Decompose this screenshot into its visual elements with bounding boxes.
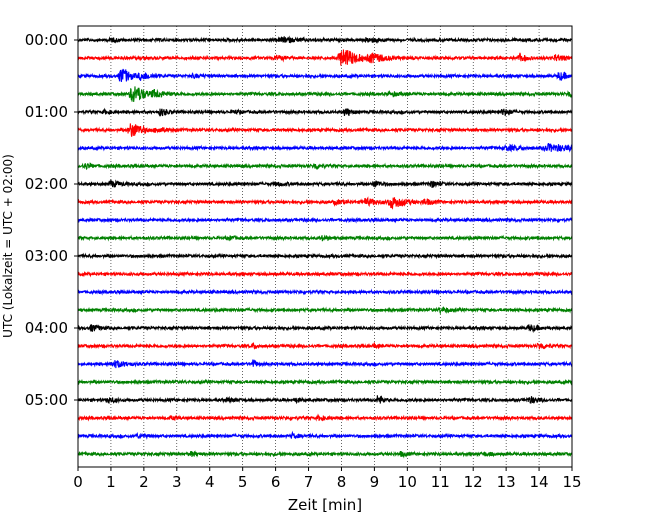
y-tick-label: 00:00 (25, 31, 68, 49)
seismic-trace (77, 306, 573, 316)
y-tick-label: 03:00 (25, 247, 68, 265)
x-tick-label: 9 (370, 473, 380, 491)
y-tick-label: 01:00 (25, 103, 68, 121)
seismic-trace (77, 450, 573, 459)
seismic-trace (77, 270, 573, 278)
seismic-trace (77, 234, 573, 242)
x-tick-label: 2 (139, 473, 149, 491)
x-axis-ticks: 0 1 2 3 4 5 6 7 8 9 10 11 12 13 14 15 (73, 467, 582, 491)
seismic-trace (77, 35, 573, 44)
seismic-trace (77, 288, 573, 296)
x-tick-label: 5 (238, 473, 248, 491)
x-tick-label: 13 (497, 473, 516, 491)
x-tick-label: 3 (172, 473, 182, 491)
seismic-trace (77, 196, 573, 210)
seismic-trace (77, 86, 573, 102)
seismic-trace (77, 68, 573, 83)
seismic-trace (77, 252, 573, 260)
seismic-trace (77, 413, 573, 422)
seismic-trace (77, 430, 573, 440)
x-tick-label: 11 (431, 473, 450, 491)
x-tick-label: 0 (73, 473, 83, 491)
seismic-trace (77, 107, 573, 117)
x-tick-label: 7 (304, 473, 314, 491)
x-tick-label: 10 (398, 473, 417, 491)
seismic-trace (77, 395, 573, 405)
y-axis-label: UTC (Lokalzeit = UTC + 02:00) (1, 154, 15, 338)
seismic-trace (77, 341, 573, 350)
seismic-trace (77, 143, 573, 153)
x-tick-label: 8 (337, 473, 347, 491)
y-tick-label: 05:00 (25, 391, 68, 409)
seismic-trace (77, 49, 573, 66)
seismic-trace (77, 162, 573, 171)
x-tick-label: 1 (106, 473, 116, 491)
seismic-trace (77, 378, 573, 386)
x-tick-label: 12 (464, 473, 483, 491)
x-tick-label: 6 (271, 473, 281, 491)
x-tick-label: 4 (205, 473, 215, 491)
seismic-traces (77, 35, 573, 459)
seismic-trace (77, 324, 573, 334)
x-axis-label: Zeit [min] (288, 496, 362, 514)
seismic-trace (77, 359, 573, 369)
seismic-trace (77, 123, 573, 137)
y-tick-label: 02:00 (25, 175, 68, 193)
y-axis-ticks: 00:00 01:00 02:00 03:00 04:00 05:00 (25, 31, 78, 409)
x-tick-label: 15 (562, 473, 581, 491)
seismic-trace (77, 179, 573, 189)
y-tick-label: 04:00 (25, 319, 68, 337)
x-tick-label: 14 (530, 473, 549, 491)
plot-frame (77, 25, 573, 468)
seismic-trace (77, 216, 573, 224)
